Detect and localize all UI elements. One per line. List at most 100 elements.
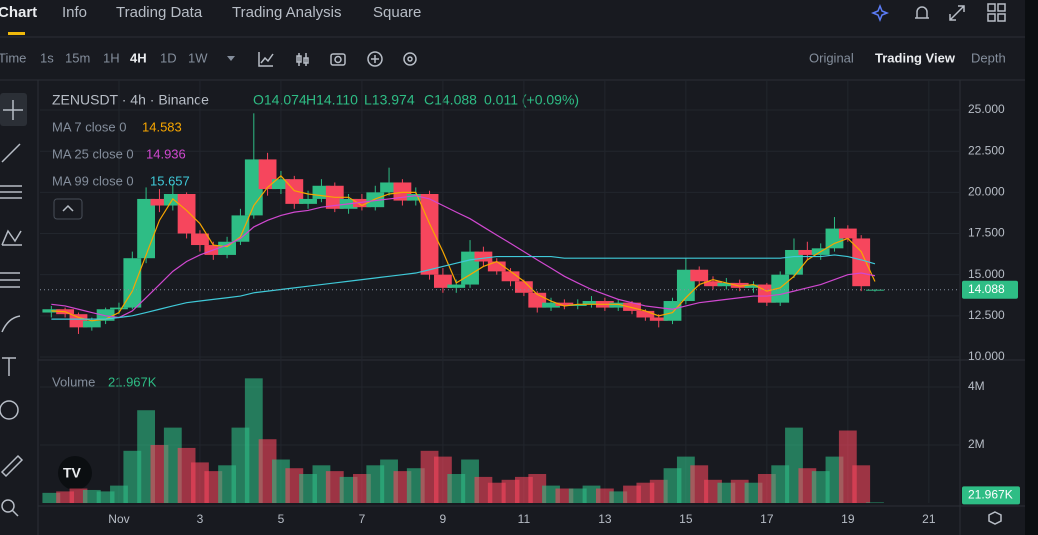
tab[interactable]: Chart (0, 4, 37, 21)
indicator-icon[interactable] (258, 52, 274, 67)
interval[interactable]: 1H (103, 50, 120, 65)
ma-legend: MA 99 close 0 (52, 173, 134, 188)
volume-bar (393, 471, 412, 503)
candle (866, 289, 884, 292)
camera-icon[interactable] (330, 53, 346, 66)
ruler-tool[interactable] (0, 454, 24, 478)
volume-bar (204, 471, 223, 503)
candle-body (393, 182, 412, 201)
ai-icon[interactable] (870, 3, 890, 23)
candle (744, 281, 763, 293)
y-tick-label: 15.000 (968, 267, 1005, 281)
candle-body (123, 258, 142, 308)
candle (258, 152, 277, 196)
zoom-tool[interactable] (1, 499, 15, 513)
interval[interactable]: 1W (188, 50, 208, 65)
tab[interactable]: Trading Data (116, 4, 203, 21)
x-tick-label: 7 (359, 512, 366, 526)
volume-bar (42, 492, 61, 503)
ohlc: O14.074 (253, 92, 307, 108)
x-tick-label: Nov (108, 512, 129, 526)
candle (420, 190, 439, 280)
volume-bar (420, 450, 439, 503)
fib-tool[interactable] (0, 185, 22, 199)
candle-body (96, 309, 115, 321)
interval[interactable]: 4H (130, 50, 147, 65)
pattern-tool[interactable] (1, 229, 22, 246)
candle (177, 192, 196, 239)
y-tick-label: 10.000 (968, 349, 1005, 363)
candle-body (420, 193, 439, 275)
candle-body (110, 307, 128, 310)
volume-bar (811, 471, 830, 503)
candle-icon[interactable] (296, 53, 309, 66)
candle-body (272, 179, 290, 190)
ma-legend: MA 25 close 0 (52, 146, 134, 161)
measure-tool[interactable] (0, 272, 20, 288)
text-tool[interactable] (2, 357, 16, 376)
grid-icon[interactable] (987, 3, 996, 12)
drawing-tools (0, 93, 27, 517)
candle-body (501, 271, 520, 282)
view-option[interactable]: Trading View (875, 50, 956, 65)
view-option[interactable]: Original (809, 50, 854, 65)
candle (690, 266, 709, 287)
volume-bar (852, 465, 871, 503)
volume-bar (366, 465, 385, 503)
volume-bar (96, 491, 115, 503)
emoji-tool[interactable] (0, 400, 19, 420)
view-option[interactable]: Depth (971, 50, 1006, 65)
tab[interactable]: Info (62, 4, 87, 21)
tab[interactable]: Square (373, 4, 421, 21)
y-tick-label: 20.000 (968, 185, 1005, 199)
candle (785, 238, 803, 278)
scrollbar (1025, 0, 1038, 535)
candle-body (838, 228, 857, 239)
settings-icon[interactable] (988, 511, 1002, 525)
interval[interactable]: Time (0, 50, 26, 65)
ma-legend-value: 14.583 (142, 119, 182, 134)
candle-body (771, 274, 790, 303)
candle (406, 187, 425, 206)
interval[interactable]: 15m (65, 50, 90, 65)
tab[interactable]: Trading Analysis (232, 4, 342, 21)
expand-icon[interactable] (949, 5, 965, 21)
brush-tool[interactable] (1, 315, 21, 333)
x-tick-label: 9 (440, 512, 447, 526)
candle (582, 296, 601, 308)
candle-body (137, 198, 155, 259)
volume-bar (649, 479, 668, 503)
candle (191, 230, 209, 252)
candle (137, 187, 155, 264)
volume-bar (285, 468, 304, 503)
settings-icon[interactable] (403, 52, 417, 66)
candle (474, 246, 493, 267)
candle-body (177, 193, 196, 234)
candle (663, 297, 682, 325)
y-tick-label: 25.000 (968, 102, 1005, 116)
x-tick-label: 5 (278, 512, 285, 526)
volume-bar (163, 427, 182, 503)
volume-tick-label: 4M (968, 379, 985, 393)
dropdown[interactable] (227, 56, 235, 61)
interval[interactable]: 1s (40, 50, 54, 65)
candle-body (623, 302, 641, 311)
candle-body (258, 159, 277, 190)
candle-body (568, 304, 587, 306)
volume-bar (609, 491, 628, 503)
top-icons (870, 3, 1006, 23)
bell-icon[interactable] (915, 6, 929, 19)
crosshair-tool[interactable] (3, 100, 23, 120)
collapse-button[interactable] (53, 198, 83, 220)
candle-body (663, 301, 682, 321)
ma-legend: MA 7 close 0 (52, 119, 126, 134)
add-icon[interactable] (367, 51, 383, 67)
volume-bar (568, 488, 587, 503)
candle (609, 299, 628, 311)
candle-body (582, 301, 601, 305)
candle (717, 277, 736, 290)
interval[interactable]: 1D (160, 50, 177, 65)
candle-body (744, 284, 763, 288)
line-tool[interactable] (1, 143, 21, 163)
